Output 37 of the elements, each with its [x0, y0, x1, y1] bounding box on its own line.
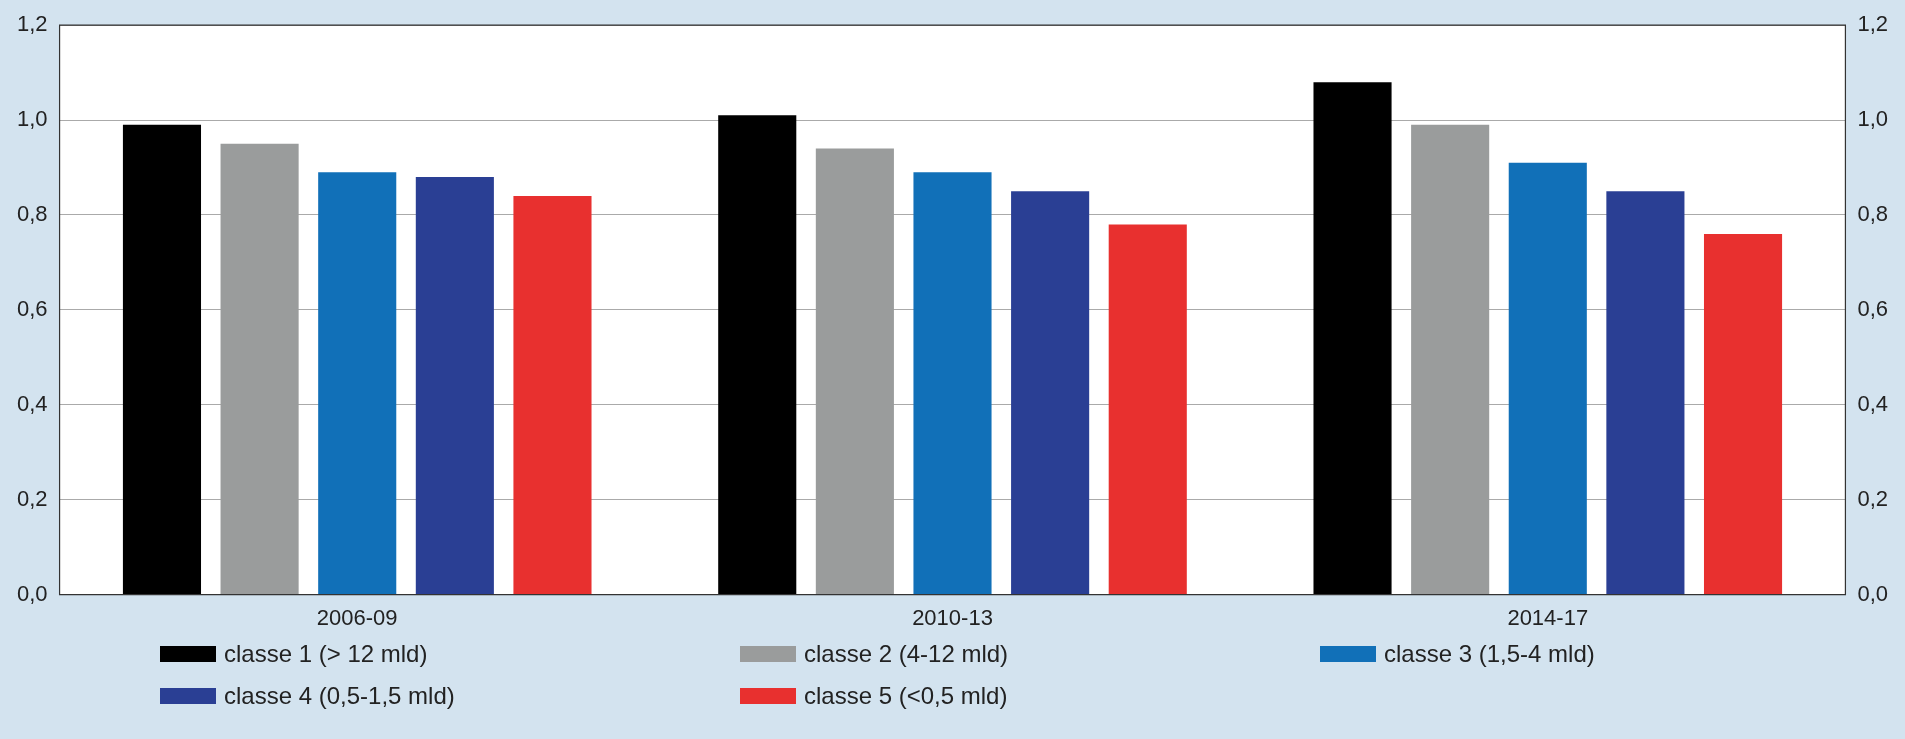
y-tick-label: 1,2: [16, 11, 48, 37]
bar: [1606, 191, 1685, 595]
y2-tick-label: 1,0: [1857, 106, 1889, 132]
y-tick-label: 0,4: [16, 390, 48, 416]
bar: [513, 196, 592, 595]
bar: [1108, 224, 1187, 595]
legend-label: classe 3 (1,5-4 mld): [1384, 640, 1595, 668]
y-tick-label: 0,8: [16, 201, 48, 227]
bar: [718, 115, 797, 595]
bar: [220, 143, 299, 595]
y-tick-label: 0,6: [16, 295, 48, 321]
y2-tick-label: 0,4: [1857, 390, 1889, 416]
y2-tick-label: 0,0: [1857, 580, 1889, 606]
bar: [122, 124, 202, 595]
legend-label: classe 4 (0,5-1,5 mld): [224, 682, 455, 710]
x-tick-label: 2014-17: [1507, 604, 1589, 630]
bar: [1011, 191, 1090, 595]
legend-label: classe 5 (<0,5 mld): [804, 682, 1008, 710]
y-tick-label: 0,2: [16, 485, 48, 511]
bar: [1313, 82, 1392, 595]
bar: [318, 172, 397, 595]
legend-label: classe 1 (> 12 mld): [224, 640, 428, 668]
y2-tick-label: 1,2: [1857, 11, 1889, 37]
bar: [1508, 162, 1587, 595]
legend-label: classe 2 (4-12 mld): [804, 640, 1009, 668]
x-tick-label: 2006-09: [316, 604, 398, 630]
y-tick-label: 0,0: [16, 580, 48, 606]
bar: [913, 172, 992, 595]
y2-tick-label: 0,8: [1857, 201, 1889, 227]
y-tick-label: 1,0: [16, 106, 48, 132]
bar: [415, 177, 494, 595]
bar: [1411, 124, 1490, 595]
bar: [815, 148, 894, 595]
y2-tick-label: 0,2: [1857, 485, 1889, 511]
x-tick-label: 2010-13: [912, 604, 993, 630]
y2-tick-label: 0,6: [1857, 295, 1889, 321]
bar: [1703, 233, 1783, 595]
